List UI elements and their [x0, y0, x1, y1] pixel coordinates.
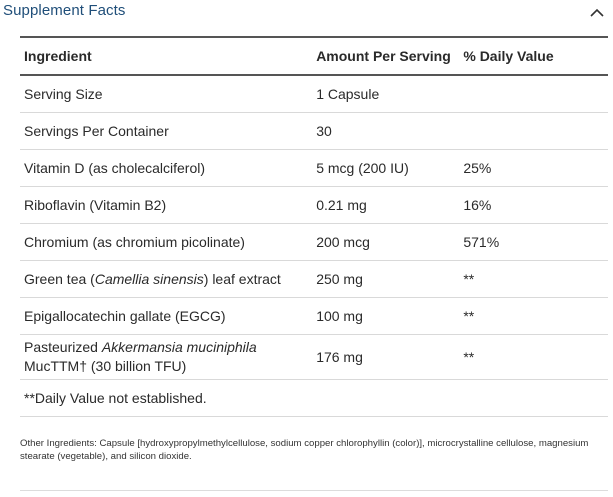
daily-value-cell: ** — [459, 297, 608, 335]
table-header-row: Ingredient Amount Per Serving % Daily Va… — [20, 36, 608, 76]
daily-value-cell — [459, 112, 608, 150]
daily-value-cell: 16% — [459, 186, 608, 224]
column-header-amount: Amount Per Serving — [312, 36, 460, 76]
ingredient-cell: Servings Per Container — [20, 112, 313, 150]
ingredient-cell: Chromium (as chromium picolinate) — [20, 223, 313, 261]
table-row: Riboflavin (Vitamin B2) 0.21 mg 16% — [20, 186, 608, 224]
ingredient-latin-name: Akkermansia muciniphila — [101, 339, 257, 355]
daily-value-cell: 571% — [459, 223, 608, 261]
other-ingredients-text: Other Ingredients: Capsule [hydroxypropy… — [20, 438, 589, 462]
daily-value-cell: 25% — [459, 149, 608, 187]
supplement-facts-table: Ingredient Amount Per Serving % Daily Va… — [20, 36, 608, 417]
ingredient-cell: Green tea (Camellia sinensis) leaf extra… — [20, 260, 313, 298]
ingredient-latin-name: Camellia sinensis — [94, 271, 204, 287]
table-row: Pasteurized Akkermansia muciniphila MucTT… — [20, 334, 608, 380]
ingredient-cell: Vitamin D (as cholecalciferol) — [20, 149, 313, 187]
column-header-daily-value: % Daily Value — [459, 36, 608, 76]
column-header-ingredient: Ingredient — [20, 36, 313, 76]
daily-value-cell: ** — [459, 334, 608, 380]
supplement-facts-header[interactable]: Supplement Facts — [0, 0, 613, 28]
table-row: Epigallocatechin gallate (EGCG) 100 mg *… — [20, 297, 608, 335]
table-row: Vitamin D (as cholecalciferol) 5 mcg (20… — [20, 149, 608, 187]
collapse-button[interactable] — [587, 3, 607, 21]
chevron-up-icon — [590, 8, 604, 17]
ingredient-cell: Pasteurized Akkermansia muciniphila MucTT… — [20, 334, 313, 380]
footnote-row: **Daily Value not established. — [20, 379, 608, 417]
ingredient-suffix: ) leaf extract — [203, 271, 281, 287]
amount-cell: 30 — [312, 112, 460, 150]
ingredient-cell: Epigallocatechin gallate (EGCG) — [20, 297, 313, 335]
ingredient-prefix: Green tea ( — [24, 271, 95, 287]
daily-value-cell: ** — [459, 260, 608, 298]
ingredient-cell: Serving Size — [20, 75, 313, 113]
ingredient-cell: Riboflavin (Vitamin B2) — [20, 186, 313, 224]
table-row: Servings Per Container 30 — [20, 112, 608, 150]
amount-cell: 176 mg — [312, 334, 460, 380]
amount-cell: 5 mcg (200 IU) — [312, 149, 460, 187]
amount-cell: 1 Capsule — [312, 75, 460, 113]
amount-cell: 200 mcg — [312, 223, 460, 261]
amount-cell: 250 mg — [312, 260, 460, 298]
daily-value-footnote: **Daily Value not established. — [20, 379, 608, 417]
divider — [20, 490, 608, 491]
daily-value-cell — [459, 75, 608, 113]
ingredient-prefix: Pasteurized — [24, 339, 102, 355]
section-title: Supplement Facts — [3, 2, 126, 19]
table-row: Chromium (as chromium picolinate) 200 mc… — [20, 223, 608, 261]
table-row: Serving Size 1 Capsule — [20, 75, 608, 113]
amount-cell: 100 mg — [312, 297, 460, 335]
table-row: Green tea (Camellia sinensis) leaf extra… — [20, 260, 608, 298]
amount-cell: 0.21 mg — [312, 186, 460, 224]
ingredient-line-two: MucTTM† (30 billion TFU) — [24, 358, 187, 374]
